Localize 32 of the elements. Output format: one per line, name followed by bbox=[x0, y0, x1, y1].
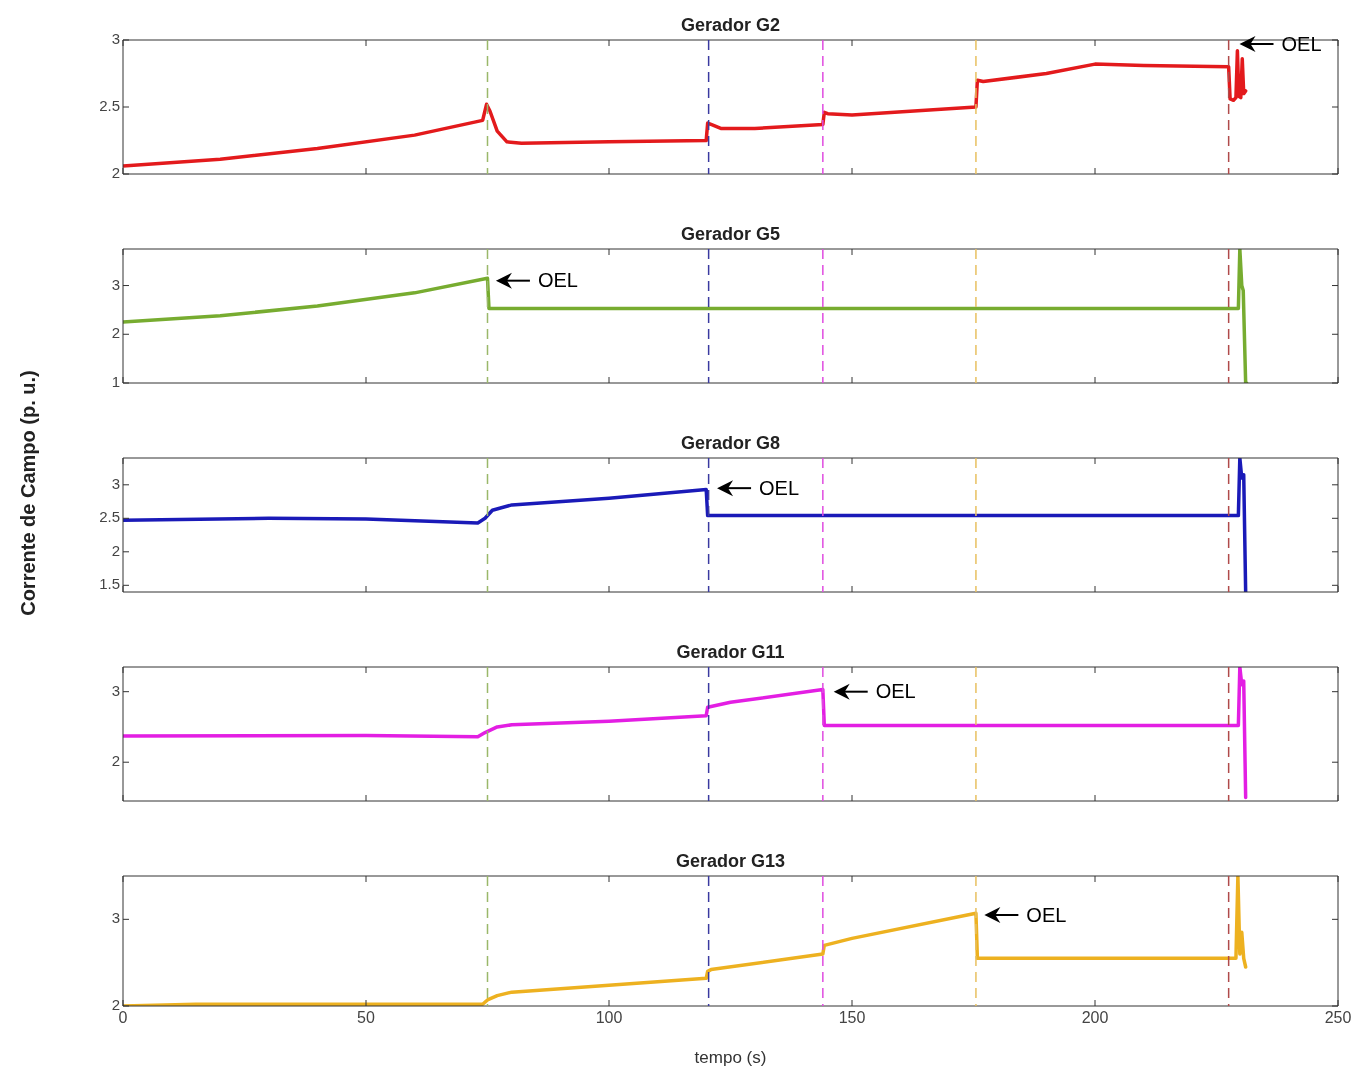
y-tick-label: 1 bbox=[111, 373, 120, 391]
y-tick-label: 2 bbox=[111, 541, 120, 559]
x-tick-label: 200 bbox=[1081, 1009, 1109, 1027]
y-tick-label: 3 bbox=[111, 681, 120, 699]
x-tick-label: 250 bbox=[1324, 1009, 1352, 1027]
y-tick-label: 3 bbox=[111, 909, 120, 927]
annotation: OEL bbox=[537, 269, 578, 292]
y-axis-title: Corrente de Campo (p. u.) bbox=[16, 369, 40, 616]
y-tick-label: 2 bbox=[111, 752, 120, 770]
annotation: OEL bbox=[875, 680, 916, 703]
x-tick-label: 100 bbox=[595, 1009, 623, 1027]
y-tick-label: 2 bbox=[111, 164, 120, 182]
chart-title: Gerador G8 bbox=[680, 433, 781, 453]
annotation: OEL bbox=[1281, 32, 1322, 55]
y-tick-label: 2 bbox=[111, 324, 120, 342]
x-tick-label: 0 bbox=[118, 1009, 128, 1027]
chart-title: Gerador G13 bbox=[675, 851, 786, 871]
y-tick-label: 3 bbox=[111, 275, 120, 293]
y-tick-label: 3 bbox=[111, 474, 120, 492]
y-tick-label: 3 bbox=[111, 30, 120, 48]
chart-title: Gerador G11 bbox=[676, 642, 785, 662]
annotation: OEL bbox=[759, 476, 800, 499]
y-tick-label: 2.5 bbox=[99, 508, 120, 526]
x-axis-title: tempo (s) bbox=[694, 1048, 767, 1068]
x-tick-label: 50 bbox=[357, 1009, 375, 1027]
chart-title: Gerador G5 bbox=[680, 224, 781, 244]
annotation: OEL bbox=[1026, 903, 1067, 926]
y-tick-label: 1.5 bbox=[99, 575, 120, 593]
x-tick-label: 150 bbox=[838, 1009, 866, 1027]
chart-title: Gerador G2 bbox=[680, 15, 781, 35]
y-tick-label: 2 bbox=[111, 996, 120, 1014]
y-tick-label: 2.5 bbox=[99, 97, 120, 115]
